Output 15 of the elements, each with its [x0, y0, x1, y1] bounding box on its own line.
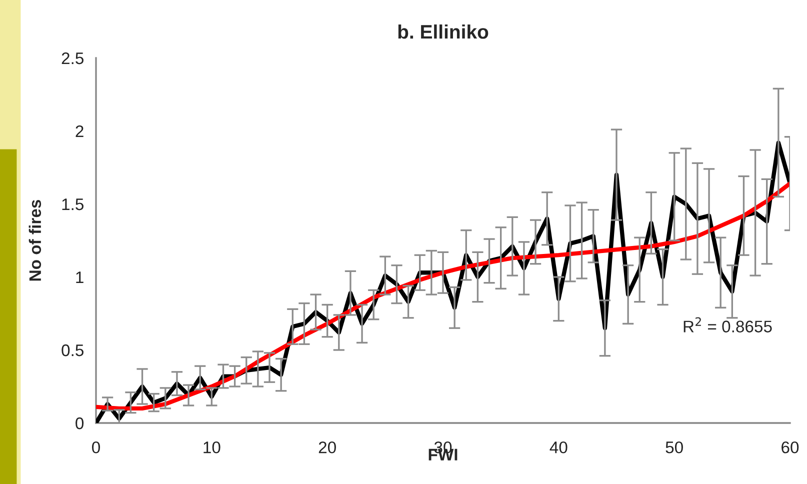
x-tick-label: 60 — [782, 441, 799, 454]
annotation: R$^{2}$ = 0.8655 — [684, 317, 772, 332]
y-tick-label: 0.5 — [62, 344, 84, 356]
chart-title: b. Elliniko — [398, 24, 488, 39]
y-tick-label: 1.5 — [62, 198, 84, 210]
y-tick-label: 2.5 — [62, 52, 84, 64]
x-tick-label: 50 — [666, 441, 683, 454]
y-tick-label: 1 — [76, 272, 84, 284]
x-tick-label: 20 — [318, 441, 336, 454]
x-tick-label: 40 — [550, 441, 568, 454]
x-tick-label: 10 — [204, 441, 220, 454]
y-tick-label: 2 — [76, 125, 84, 138]
x-tick-label: 0 — [92, 441, 100, 454]
y-axis-title: No of fires — [28, 200, 42, 281]
y-tick-label: 0 — [76, 417, 84, 430]
